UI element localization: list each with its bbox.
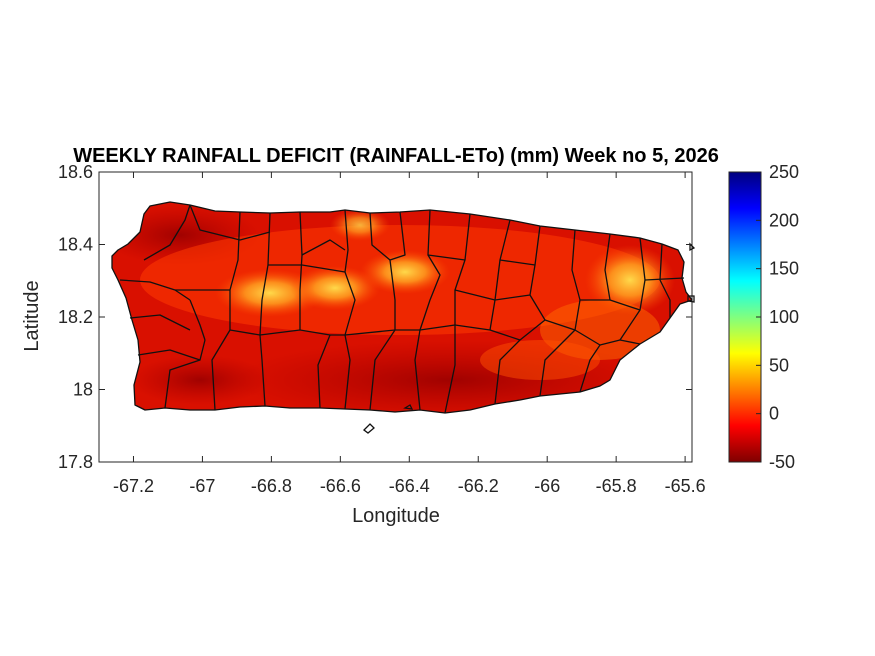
x-tick-label: -67 (189, 476, 215, 496)
y-tick-label: 18.6 (58, 162, 93, 182)
x-tick-label: -66.2 (458, 476, 499, 496)
x-tick-label: -65.8 (596, 476, 637, 496)
colorbar-tick-label: 250 (769, 162, 799, 182)
y-axis-ticks: 17.8 18 18.2 18.4 18.6 (58, 162, 692, 472)
x-tick-label: -66 (534, 476, 560, 496)
colorbar-tick-label: 150 (769, 259, 799, 279)
y-tick-label: 17.8 (58, 452, 93, 472)
x-axis-ticks: -67.2 -67 -66.8 -66.6 -66.4 -66.2 -66 -65.8 -65.… (113, 172, 706, 496)
colorbar-tick-label: -50 (769, 452, 795, 472)
colorbar-tick-label: 50 (769, 355, 789, 375)
chart-title: WEEKLY RAINFALL DEFICIT (RAINFALL-ETo) (… (73, 145, 719, 167)
x-tick-label: -65.6 (665, 476, 706, 496)
y-tick-label: 18.2 (58, 307, 93, 327)
municipality-boundaries (111, 201, 693, 414)
colorbar-tick-label: 0 (769, 404, 779, 424)
y-tick-label: 18.4 (58, 235, 93, 255)
x-tick-label: -66.4 (389, 476, 430, 496)
colorbar-tick-label: 100 (769, 307, 799, 327)
x-tick-label: -66.6 (320, 476, 361, 496)
x-axis-label: Longitude (352, 505, 440, 527)
x-tick-label: -67.2 (113, 476, 154, 496)
colorbar-tick-label: 200 (769, 210, 799, 230)
rainfall-deficit-field (112, 202, 692, 413)
colorbar-ticks: -50 0 50 100 150 200 250 (756, 162, 799, 472)
offshore-islands (363, 242, 696, 434)
y-axis-label: Latitude (21, 280, 43, 351)
colorbar (728, 171, 762, 463)
y-tick-label: 18 (73, 380, 93, 400)
x-tick-label: -66.8 (251, 476, 292, 496)
